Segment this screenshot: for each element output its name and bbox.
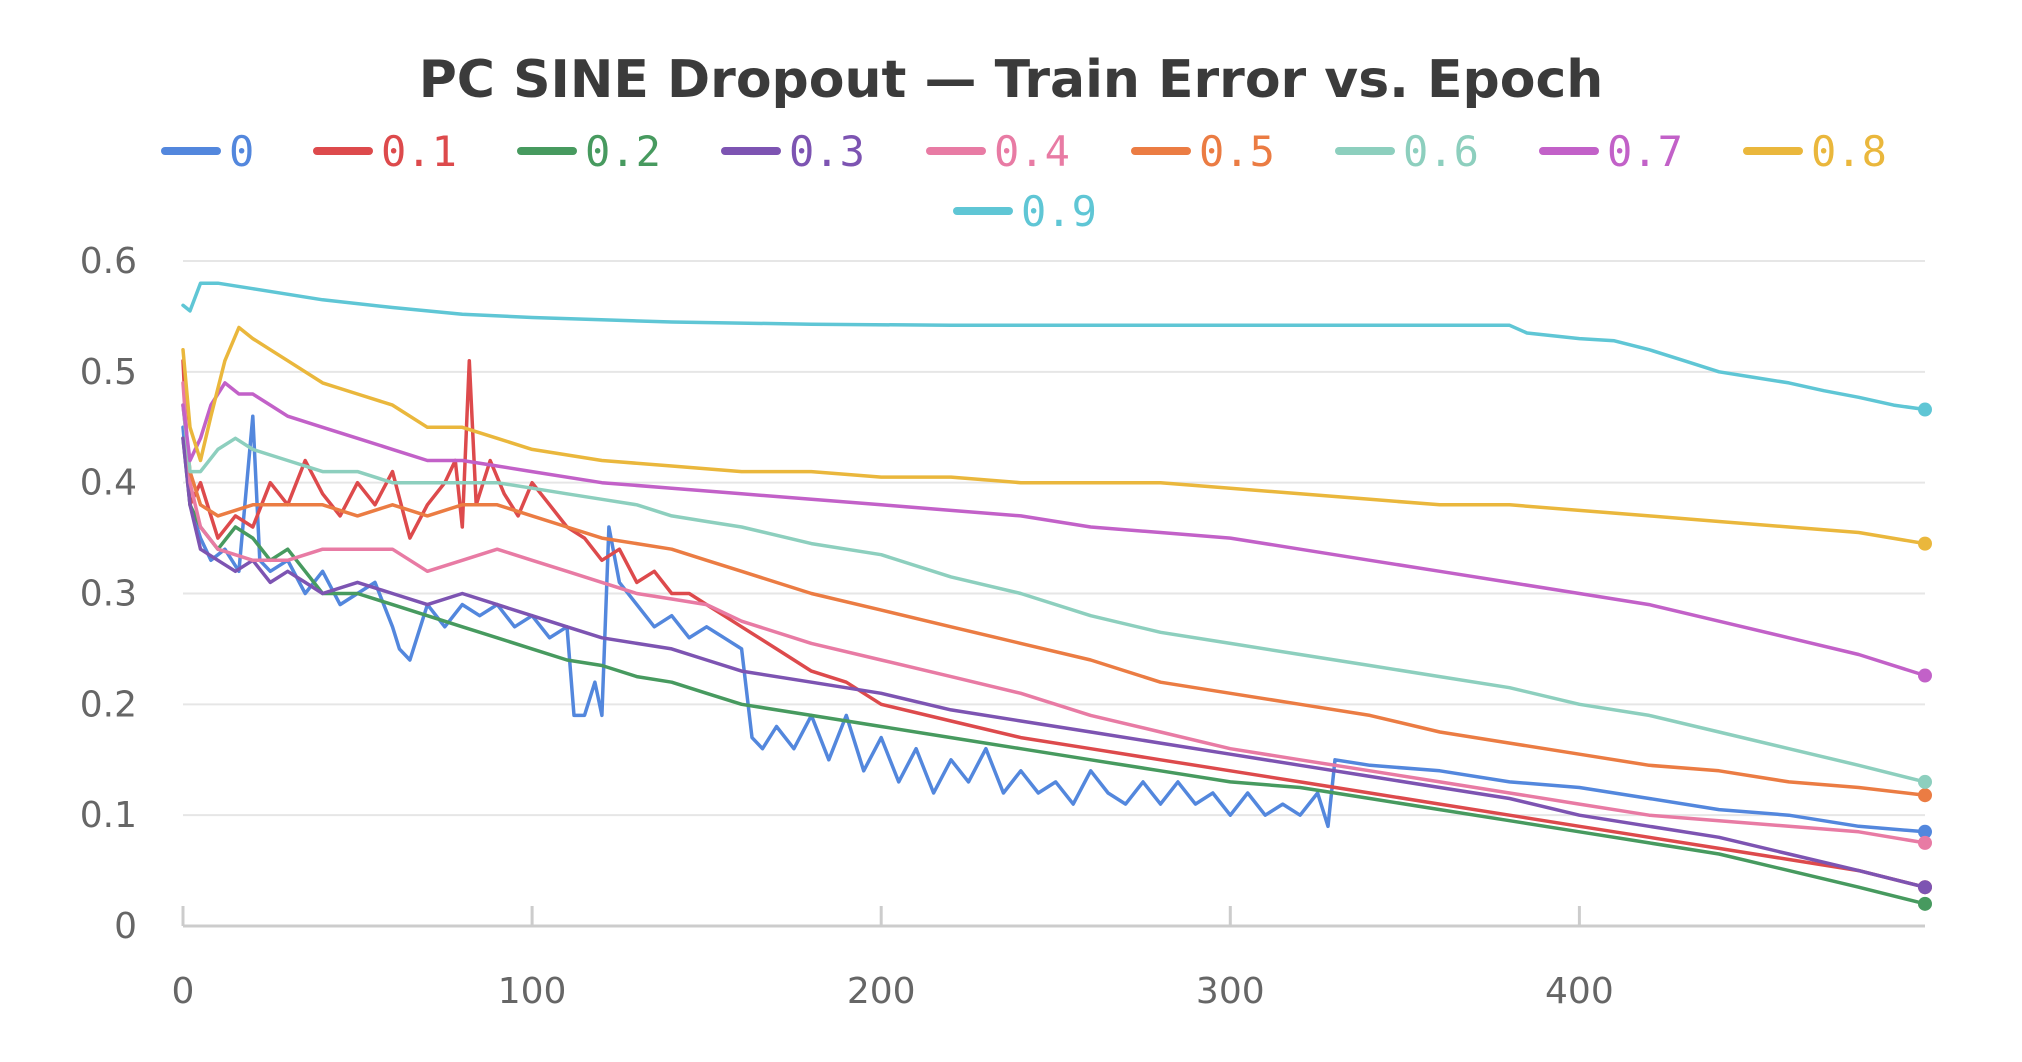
- series-line-0: [181, 414, 1927, 834]
- series-line-0-3: [181, 436, 1927, 889]
- y-tick-label: 0.1: [80, 795, 137, 836]
- y-tick-label: 0.6: [80, 241, 137, 282]
- legend-label: 0.9: [1021, 187, 1097, 236]
- series-end-marker-0-8: [1918, 536, 1932, 551]
- y-tick-label: 0.3: [80, 574, 137, 615]
- series-line-0-4: [181, 381, 1927, 845]
- legend-label: 0: [229, 127, 254, 176]
- series-line-0-5: [181, 403, 1927, 797]
- series-end-marker-0: [1918, 824, 1932, 839]
- legend-label: 0.4: [994, 127, 1070, 176]
- series-line-0-2: [181, 436, 1927, 906]
- legend-item-0-2[interactable]: 0.2: [517, 127, 661, 176]
- legend-item-0-6[interactable]: 0.6: [1335, 127, 1479, 176]
- legend-item-0-7[interactable]: 0.7: [1539, 127, 1683, 176]
- legend-item-0-4[interactable]: 0.4: [926, 127, 1070, 176]
- legend-label: 0.5: [1199, 127, 1275, 176]
- legend-label: 0.7: [1607, 127, 1683, 176]
- series-line-0-9: [181, 281, 1927, 412]
- legend-item-0-8[interactable]: 0.8: [1743, 127, 1887, 176]
- legend-item-0-3[interactable]: 0.3: [721, 127, 865, 176]
- series-line-0-8: [181, 325, 1927, 546]
- legend: 0 0.1 0.2 0.3 0.4 0.5 0.6 0.7 0.8 0.9: [161, 127, 1887, 236]
- y-tick-label: 0.4: [80, 463, 137, 504]
- legend-item-0-5[interactable]: 0.5: [1131, 127, 1275, 176]
- series-end-marker-0-7: [1918, 668, 1932, 683]
- series-end-marker-0-3: [1918, 880, 1932, 895]
- axes: 0 0.1 0.2 0.3 0.4 0.5 0.6 0 100 200 300 400: [80, 241, 1614, 1012]
- series-end-marker-0-9: [1918, 402, 1932, 417]
- y-tick-label: 0.2: [80, 684, 137, 725]
- series-end-marker-0-5: [1918, 788, 1932, 803]
- series-end-marker-0-2: [1918, 896, 1932, 911]
- legend-label: 0.1: [381, 127, 457, 176]
- x-tick-label: 0: [172, 971, 195, 1012]
- legend-item-0-9[interactable]: 0.9: [953, 187, 1097, 236]
- legend-label: 0.6: [1403, 127, 1479, 176]
- grid-lines: [183, 260, 1925, 928]
- legend-label: 0.8: [1811, 127, 1887, 176]
- y-tick-label: 0.5: [80, 352, 137, 393]
- legend-item-0-1[interactable]: 0.1: [313, 127, 457, 176]
- x-tick-label: 200: [847, 971, 916, 1012]
- series-end-marker-0-6: [1918, 774, 1932, 789]
- series-layer: [181, 281, 1932, 911]
- x-tick-label: 100: [498, 971, 567, 1012]
- x-tick-label: 400: [1545, 971, 1614, 1012]
- series-line-0-6: [181, 403, 1927, 784]
- series-end-marker-0-4: [1918, 835, 1932, 850]
- x-tick-label: 300: [1196, 971, 1265, 1012]
- legend-item-0[interactable]: 0: [161, 127, 254, 176]
- chart-title: PC SINE Dropout — Train Error vs. Epoch: [418, 50, 1604, 110]
- series-line-0-7: [181, 381, 1927, 678]
- legend-label: 0.2: [585, 127, 661, 176]
- legend-label: 0.3: [789, 127, 865, 176]
- y-tick-label: 0: [114, 906, 137, 947]
- series-line-0-1: [181, 358, 1927, 889]
